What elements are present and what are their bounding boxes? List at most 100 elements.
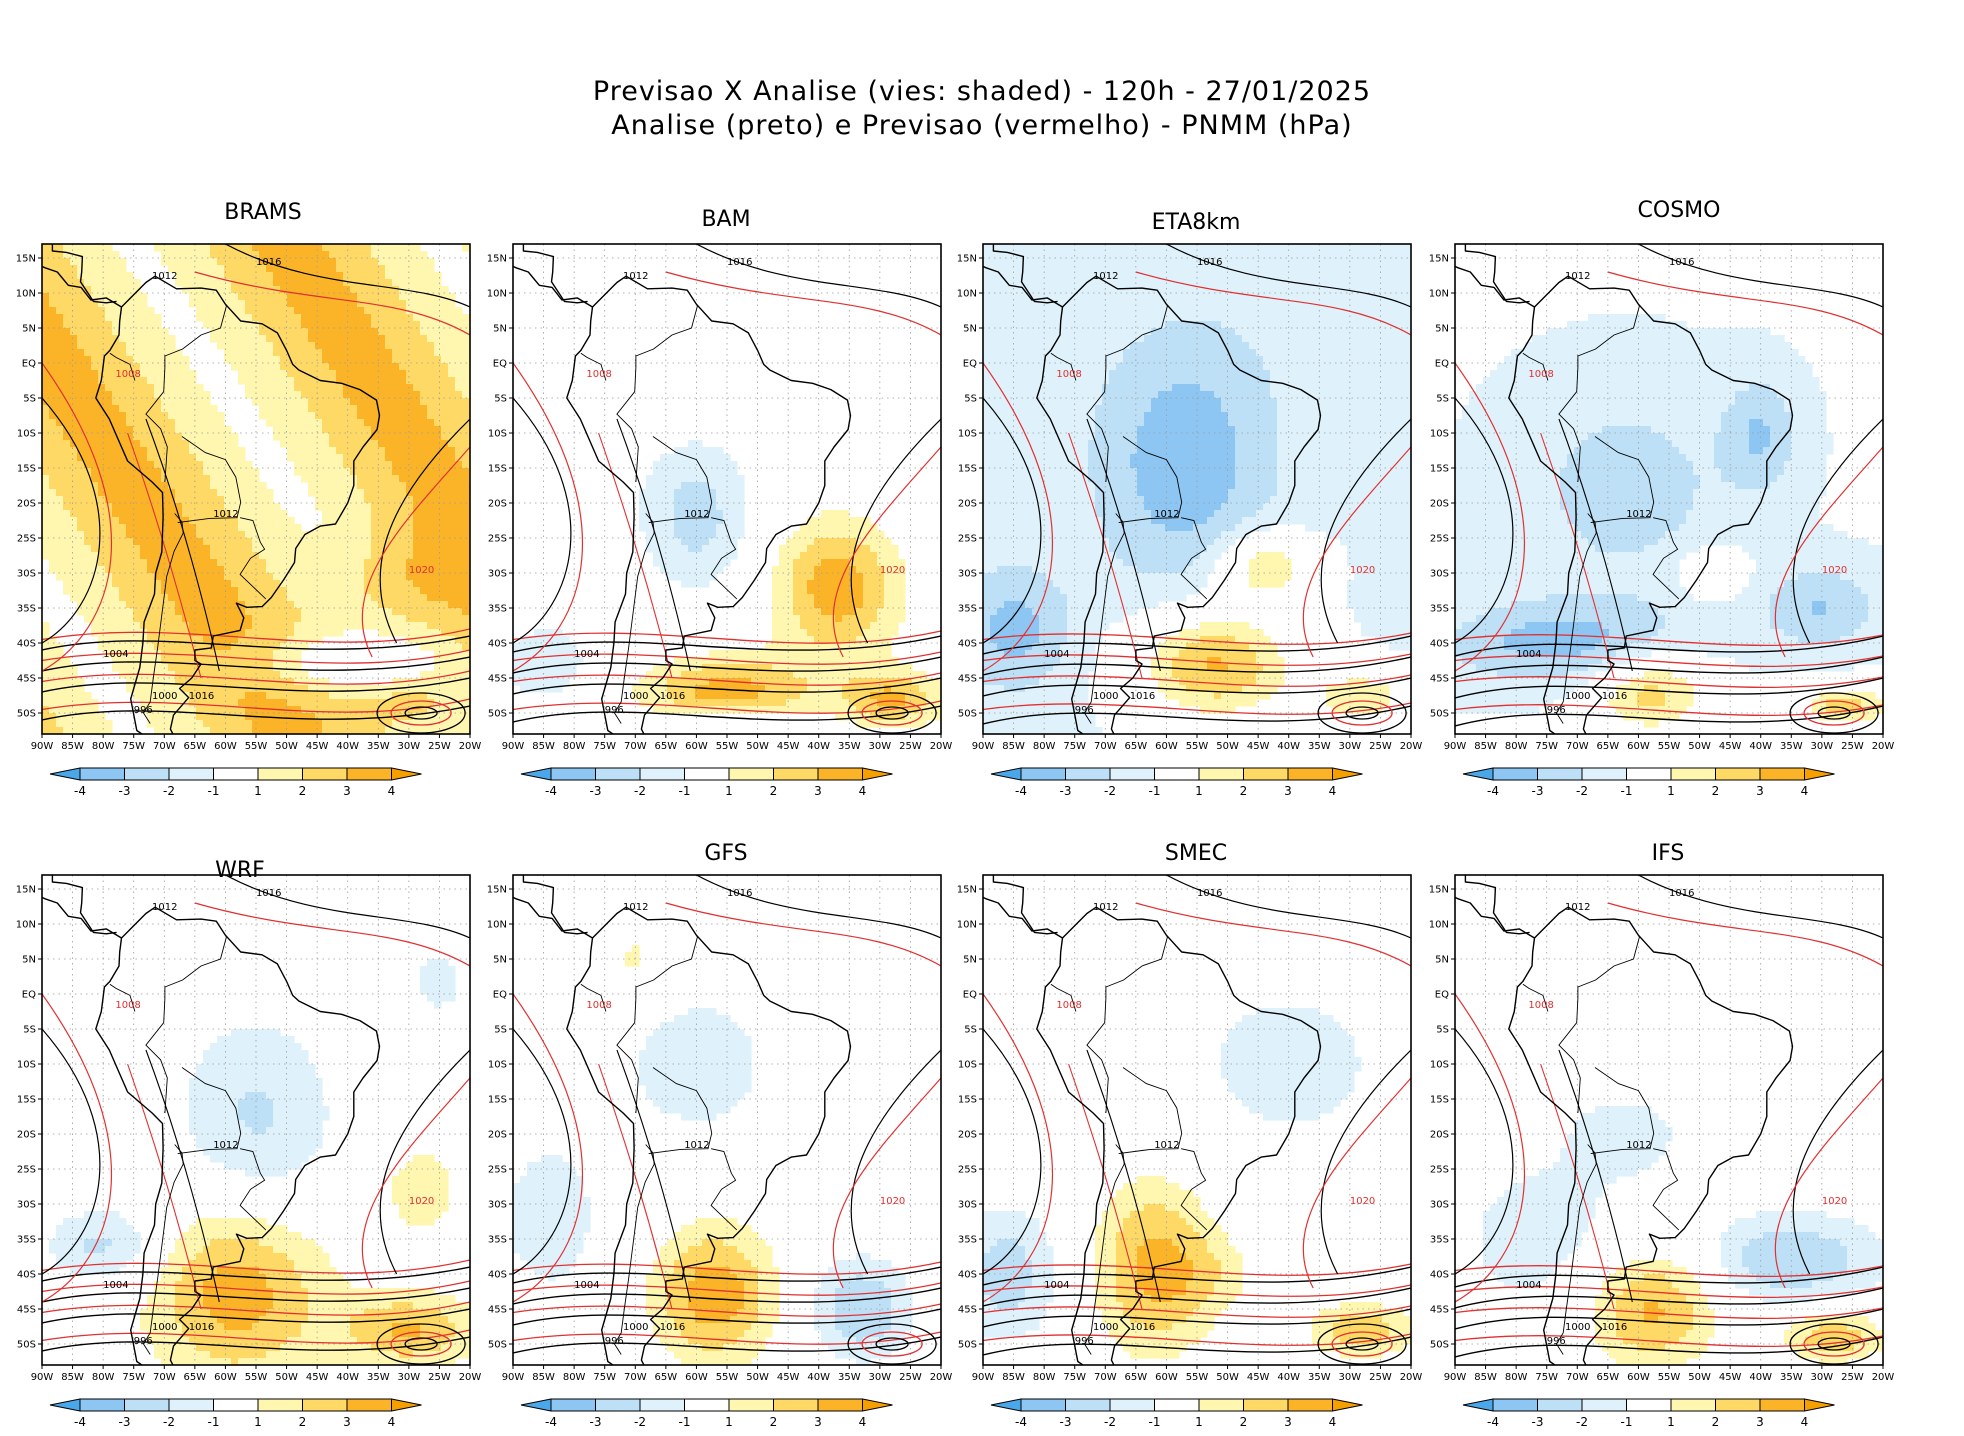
colorbar-label: -4 — [545, 1415, 557, 1429]
colorbar-right-arrow — [1804, 1398, 1835, 1412]
contour-label: 1012 — [1154, 509, 1179, 520]
contour-label: 1008 — [1528, 1000, 1553, 1011]
lat-tick-label: 10S — [958, 1060, 977, 1071]
colorbar-label: -2 — [634, 784, 646, 798]
colorbar-segment — [728, 767, 774, 781]
contour-label: 1008 — [586, 369, 611, 380]
lat-tick-label: 10S — [1430, 1060, 1449, 1071]
contour-label: 1004 — [1044, 1280, 1069, 1291]
colorbar-segment — [728, 1398, 774, 1412]
lon-tick-label: 20W — [1872, 741, 1895, 752]
lat-tick-label: 15N — [16, 885, 36, 896]
lat-tick-label: 30S — [1430, 569, 1449, 580]
colorbar-segment — [817, 1398, 863, 1412]
lat-tick-label: 40S — [1430, 639, 1449, 650]
lon-tick-label: 40W — [1749, 1372, 1772, 1383]
lat-tick-label: 40S — [17, 1270, 36, 1281]
lon-tick-label: 60W — [685, 741, 708, 752]
lon-tick-label: 20W — [1872, 1372, 1895, 1383]
colorbar-segment — [1198, 767, 1244, 781]
country-borders — [1050, 304, 1208, 724]
lat-tick-label: 5N — [963, 955, 977, 966]
country-borders — [1522, 935, 1680, 1355]
colorbar-segment — [213, 767, 259, 781]
colorbar-right-arrow — [1804, 767, 1835, 781]
colorbar-label: 3 — [1756, 1415, 1764, 1429]
contour-label: 1012 — [1154, 1140, 1179, 1151]
lon-tick-label: 20W — [459, 1372, 482, 1383]
lon-tick-label: 40W — [807, 741, 830, 752]
colorbar-left-arrow — [990, 1398, 1022, 1412]
lon-tick-label: 85W — [1474, 741, 1497, 752]
axis-labels: 15N 10N 5N EQ 5S 10S 15S 20S 25S 30S 35S 40S 45S 50S 9… — [1429, 254, 1895, 753]
colorbar-label: 2 — [770, 1415, 778, 1429]
colorbar-segment — [213, 1398, 259, 1412]
lon-tick-label: 75W — [593, 1372, 616, 1383]
lon-tick-label: 55W — [716, 1372, 739, 1383]
lon-tick-label: 70W — [1094, 1372, 1117, 1383]
lon-tick-label: 85W — [1002, 1372, 1025, 1383]
pressure-contours — [513, 875, 941, 1365]
contour-label: 1016 — [1669, 888, 1694, 899]
lat-tick-label: 35S — [958, 604, 977, 615]
contour-label: 1004 — [1516, 1280, 1541, 1291]
colorbar-segment — [1243, 767, 1289, 781]
lat-tick-label: 15N — [957, 254, 977, 265]
country-borders — [580, 935, 738, 1355]
colorbar-label: -4 — [545, 784, 557, 798]
colorbar-label: 2 — [1240, 1415, 1248, 1429]
colorbar-segment — [168, 767, 214, 781]
colorbar-segment — [1626, 767, 1672, 781]
contour-label: 1020 — [409, 1196, 434, 1207]
country-borders — [580, 304, 738, 724]
colorbar-label: 1 — [254, 1415, 262, 1429]
pressure-contours — [983, 875, 1411, 1365]
contour-label: 1000 — [1565, 691, 1590, 702]
colorbar-label: -4 — [1015, 1415, 1027, 1429]
lat-tick-label: 50S — [1430, 1340, 1449, 1351]
lon-tick-label: 50W — [275, 1372, 298, 1383]
colorbar-segment — [257, 1398, 303, 1412]
colorbar-label: 3 — [814, 1415, 822, 1429]
lat-tick-label: 5S — [494, 1025, 507, 1036]
lat-tick-label: 20S — [1430, 499, 1449, 510]
lon-tick-label: 40W — [1277, 1372, 1300, 1383]
contour-labels: 1012 1016 1008 1012 1020 1016 1004 1000 996 — [103, 888, 434, 1347]
lon-tick-label: 60W — [685, 1372, 708, 1383]
colorbar-segment — [1154, 767, 1200, 781]
contour-label: 1012 — [1093, 271, 1118, 282]
lat-tick-label: 45S — [958, 1305, 977, 1316]
colorbar-label: -2 — [634, 1415, 646, 1429]
contour-label: 1020 — [1822, 565, 1847, 576]
lon-tick-label: 55W — [1658, 741, 1681, 752]
lat-tick-label: 15S — [17, 1095, 36, 1106]
colorbar-label: 3 — [343, 1415, 351, 1429]
contour-label: 1008 — [115, 369, 140, 380]
lon-tick-label: 60W — [1627, 1372, 1650, 1383]
lon-tick-label: 25W — [1369, 741, 1392, 752]
lon-tick-label: 90W — [502, 1372, 525, 1383]
contour-label: 996 — [134, 705, 153, 716]
contour-label: 1000 — [623, 691, 648, 702]
axis-labels: 15N 10N 5N EQ 5S 10S 15S 20S 25S 30S 35S 40S 45S 50S 9… — [487, 254, 953, 753]
colorbar-segment — [817, 767, 863, 781]
lat-tick-label: 50S — [488, 709, 507, 720]
lat-tick-label: 5N — [1435, 324, 1449, 335]
axis-labels: 15N 10N 5N EQ 5S 10S 15S 20S 25S 30S 35S 40S 45S 50S 9… — [957, 885, 1423, 1384]
lon-tick-label: 40W — [807, 1372, 830, 1383]
colorbar-label: 3 — [814, 784, 822, 798]
colorbar-segment — [550, 1398, 596, 1412]
lon-tick-label: 90W — [972, 1372, 995, 1383]
colorbar-label: -1 — [679, 784, 691, 798]
lat-tick-label: 35S — [488, 1235, 507, 1246]
lon-tick-label: 30W — [1339, 741, 1362, 752]
colorbar-left-arrow — [1462, 1398, 1494, 1412]
lat-tick-label: 5S — [1436, 1025, 1449, 1036]
lat-tick-label: 30S — [958, 569, 977, 580]
contour-label: 1012 — [1626, 509, 1651, 520]
lat-tick-label: 15S — [17, 464, 36, 475]
lat-tick-label: 30S — [958, 1200, 977, 1211]
country-borders — [109, 935, 267, 1355]
lon-tick-label: 20W — [930, 741, 953, 752]
lon-tick-label: 25W — [428, 741, 451, 752]
